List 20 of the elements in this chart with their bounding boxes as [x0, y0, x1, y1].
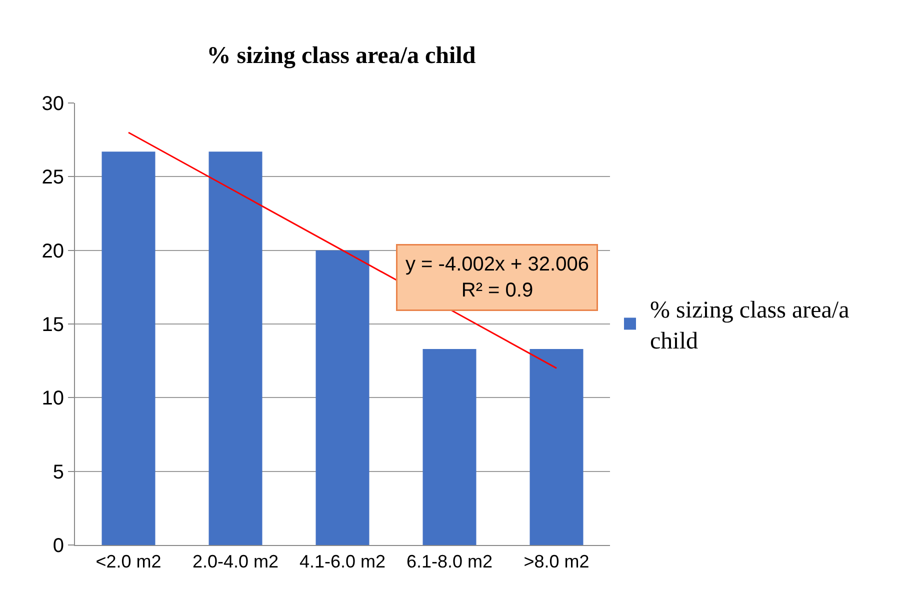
y-tick-label: 30	[42, 93, 64, 115]
bar	[102, 152, 156, 545]
x-tick-label: 2.0-4.0 m2	[192, 552, 279, 572]
x-tick-label: >8.0 m2	[524, 552, 590, 572]
bar	[316, 250, 370, 545]
y-tick-label: 15	[42, 314, 64, 336]
y-tick-label: 25	[42, 166, 64, 189]
x-tick-label: <2.0 m2	[96, 552, 162, 572]
y-tick-label: 0	[52, 535, 64, 557]
y-tick-label: 5	[52, 461, 64, 484]
bar	[422, 349, 476, 545]
x-tick-label: 6.1-8.0 m2	[406, 552, 493, 572]
bar	[208, 152, 262, 545]
annotation: y = -4.002x + 32.006 R² = 0.9	[406, 254, 589, 302]
y-tick-label: 20	[42, 240, 64, 262]
chart-title: % sizing class area/a child	[206, 42, 476, 69]
bar	[530, 349, 584, 545]
x-tick-label: 4.1-6.0 m2	[299, 552, 386, 572]
legend-label: % sizing class area/a child	[650, 297, 850, 355]
y-tick-label: 10	[42, 388, 64, 410]
